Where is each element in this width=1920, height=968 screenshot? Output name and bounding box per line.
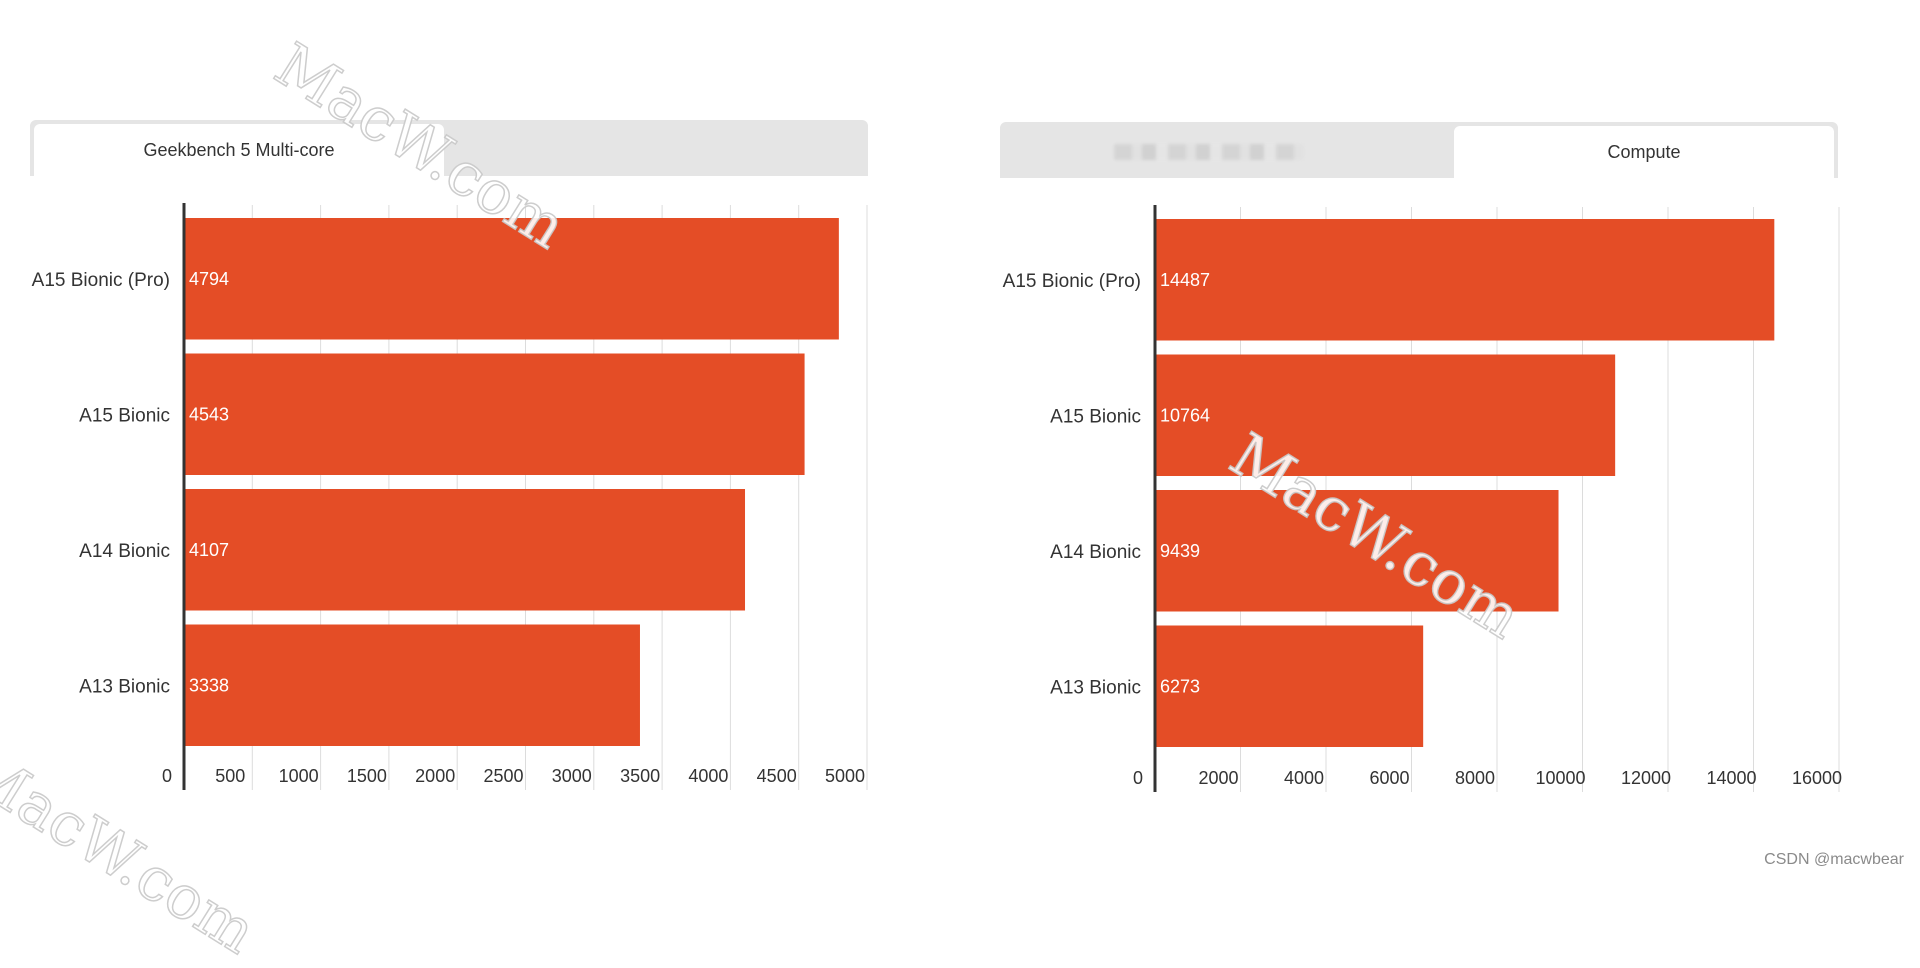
- credit-text: CSDN @macwbear: [1764, 851, 1904, 868]
- x-tick-label: 3500: [620, 766, 660, 786]
- category-label: A15 Bionic (Pro): [1003, 271, 1141, 292]
- x-tick-label: 500: [215, 766, 245, 786]
- bar-value-label: 9439: [1160, 541, 1200, 561]
- bar-value-label: 4543: [189, 404, 229, 424]
- chart-panel-compute: Compute 0 2000 4000 6000 8000 10000 12000 14000…: [970, 0, 1870, 877]
- x-tick-label: 4000: [688, 766, 728, 786]
- category-label: A14 Bionic: [1050, 542, 1141, 563]
- bar-value-label: 6273: [1160, 676, 1200, 696]
- category-label: A15 Bionic: [1050, 406, 1141, 427]
- tab-bar: Compute: [1000, 122, 1838, 178]
- bar: [1156, 219, 1775, 341]
- tab-blurred[interactable]: [1004, 126, 1414, 178]
- bar-value-label: 3338: [189, 675, 229, 695]
- bar: [1156, 354, 1616, 476]
- x-tick-label: 14000: [1706, 768, 1756, 788]
- x-tick-label: 0: [1133, 768, 1143, 788]
- x-tick-label: 2000: [415, 766, 455, 786]
- bar: [1156, 490, 1559, 612]
- category-label: A13 Bionic: [1050, 677, 1141, 698]
- x-tick-label: 16000: [1792, 768, 1842, 788]
- x-tick-label: 3000: [552, 766, 592, 786]
- bar: [185, 624, 640, 746]
- bar-value-label: 4794: [189, 269, 229, 289]
- x-tick-label: 1000: [279, 766, 319, 786]
- bar-chart-compute: 0 2000 4000 6000 8000 10000 12000 14000 16000 144…: [1003, 205, 1842, 792]
- x-tick-label: 1500: [347, 766, 387, 786]
- bar-value-label: 4107: [189, 540, 229, 560]
- x-tick-label: 4000: [1284, 768, 1324, 788]
- x-tick-label: 4500: [757, 766, 797, 786]
- bar: [185, 218, 839, 340]
- category-label: A14 Bionic: [79, 541, 170, 562]
- bar-chart-geekbench: 0 500 1000 1500 2000 2500 3000 3500 4000 4500 5000…: [32, 203, 868, 790]
- x-tick-label: 0: [162, 766, 172, 786]
- tab-bar: Geekbench 5 Multi-core: [30, 120, 868, 176]
- x-tick-label: 2500: [483, 766, 523, 786]
- x-tick-label: 8000: [1455, 768, 1495, 788]
- tab-compute[interactable]: Compute: [1454, 126, 1834, 178]
- chart-panel-geekbench: Geekbench 5 Multi-core 0 500 1000 1500 2000 2…: [0, 0, 900, 877]
- category-label: A13 Bionic: [79, 676, 170, 697]
- category-label: A15 Bionic: [79, 405, 170, 426]
- bar: [185, 353, 805, 475]
- bar: [185, 489, 746, 611]
- x-tick-label: 5000: [825, 766, 865, 786]
- bar: [1156, 625, 1424, 747]
- bar-value-label: 14487: [1160, 270, 1210, 290]
- x-tick-label: 6000: [1369, 768, 1409, 788]
- x-tick-label: 10000: [1535, 768, 1585, 788]
- x-tick-label: 12000: [1621, 768, 1671, 788]
- category-label: A15 Bionic (Pro): [32, 270, 170, 291]
- bar-value-label: 10764: [1160, 405, 1210, 425]
- tab-geekbench-multicore[interactable]: Geekbench 5 Multi-core: [34, 124, 444, 176]
- x-tick-label: 2000: [1198, 768, 1238, 788]
